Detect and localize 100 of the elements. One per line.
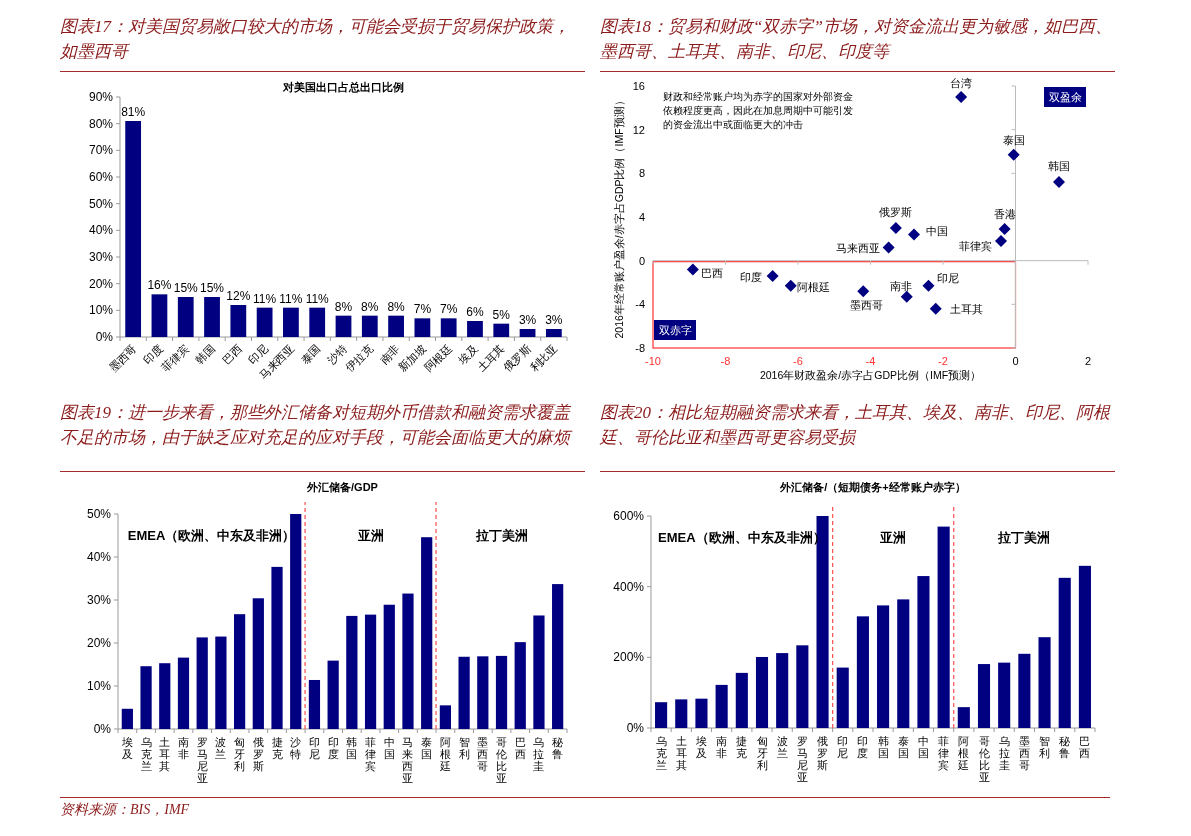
bar	[998, 662, 1011, 728]
x-tick-label: 南非	[716, 735, 728, 759]
bar	[545, 329, 562, 337]
y-tick-label: 400%	[613, 579, 645, 594]
x-tick-label: 秘鲁	[1059, 735, 1071, 759]
x-tick-label: 土耳其	[159, 736, 171, 772]
data-label: 11%	[305, 291, 330, 306]
chart-subtitle: 外汇储备/GDP	[306, 481, 378, 493]
x-tick-label: 罗马尼亚	[796, 735, 808, 783]
x-tick-label: 哥伦比亚	[978, 735, 990, 783]
bar	[439, 705, 452, 729]
bar	[715, 684, 728, 728]
annotation: 亚洲	[879, 530, 907, 545]
bar	[735, 672, 748, 728]
series-label: 墨西哥	[849, 299, 883, 312]
series-label: 泰国	[1002, 133, 1025, 146]
x-tick-label: 墨西哥	[477, 736, 489, 772]
x-tick-label: 韩国	[877, 735, 889, 759]
x-tick-label: 南非	[177, 736, 189, 760]
point	[889, 221, 902, 234]
bar	[836, 667, 849, 728]
x-tick-label: 韩国	[346, 736, 358, 760]
bar	[121, 708, 133, 729]
x-tick-label: 巴西	[1079, 735, 1091, 759]
x-tick-label: 俄罗斯	[252, 736, 264, 772]
data-label: 7%	[440, 302, 458, 317]
y-tick-label: 50%	[88, 196, 114, 211]
chart-title: 图表18：贸易和财政“双赤字”市场，对资金流出更为敏感，如巴西、墨西哥、土耳其、南非、印尼、印度等	[600, 14, 1115, 72]
x-tick-label: 沙特	[290, 736, 302, 760]
x-axis-title: 2016年财政盈余/赤字占GDP比例（IMF预测）	[759, 369, 982, 381]
x-tick-label: 墨西哥	[106, 341, 139, 374]
x-tick-label: 菲律宾	[365, 736, 377, 772]
x-tick-label: 印尼	[308, 736, 320, 760]
x-tick-label: -8	[720, 355, 731, 367]
bar	[796, 645, 809, 728]
y-tick-label: 70%	[88, 143, 114, 158]
annotation: 财政和经常账户均为赤字的国家对外部资金依赖程度更高，因此在加息周期中可能引发的资金流出中或面临更大的冲击	[663, 91, 853, 130]
x-tick-label: 印度	[327, 736, 339, 760]
point	[686, 263, 699, 276]
data-label: 8%	[387, 299, 406, 314]
x-tick-label: 中国	[917, 735, 929, 759]
x-tick-label: 巴西	[514, 736, 526, 760]
bar	[816, 516, 829, 728]
y-tick-label: 12	[632, 123, 645, 136]
bar	[917, 576, 930, 728]
x-tick-label: 阿根廷	[957, 735, 970, 771]
data-label: 3%	[518, 313, 537, 327]
x-tick-label: -4	[865, 355, 876, 367]
point	[922, 279, 935, 292]
series-label: 南非	[889, 279, 912, 292]
y-tick-label: 0%	[626, 721, 645, 735]
bar	[856, 616, 869, 728]
chart-title: 图表19：进一步来看，那些外汇储备对短期外币借款和融资需求覆盖不足的市场，由于缺乏应对充足的应对手段，可能会面临更大的麻烦	[60, 400, 585, 472]
series-label: 韩国	[1048, 160, 1070, 173]
bar	[458, 656, 470, 729]
bar	[1018, 653, 1031, 728]
y-tick-label: 80%	[88, 116, 114, 131]
y-tick-label: 20%	[88, 276, 114, 291]
bar	[552, 584, 564, 729]
bar	[151, 294, 168, 337]
point	[784, 279, 797, 292]
bar	[204, 297, 220, 337]
x-tick-label: -2	[938, 355, 948, 367]
bar	[159, 663, 171, 729]
x-tick-label: 智利	[1039, 735, 1051, 759]
y-tick-label: -4	[635, 298, 645, 311]
x-tick-label: 0	[1012, 355, 1019, 367]
bar	[957, 707, 970, 728]
bar	[1038, 637, 1051, 728]
bar	[230, 305, 247, 337]
x-tick-label: 乌克兰	[655, 735, 667, 771]
bar	[383, 604, 395, 729]
point	[955, 90, 968, 103]
bar	[140, 666, 152, 729]
y-tick-label: 30%	[86, 593, 112, 607]
bar	[755, 656, 769, 728]
x-tick-label: 匈牙利	[756, 735, 768, 771]
bar	[196, 637, 208, 729]
bar	[215, 636, 227, 729]
data-label: 16%	[147, 278, 172, 293]
annotation: 拉丁美洲	[474, 528, 528, 543]
x-tick-label: 秘鲁	[552, 736, 564, 760]
data-label: 81%	[121, 105, 146, 119]
x-tick-label: 埃及	[694, 735, 707, 759]
bar	[897, 599, 910, 728]
x-tick-label: 菲律宾	[938, 735, 950, 771]
annotation: 亚洲	[356, 528, 384, 543]
chart-subtitle: 外汇储备/（短期债务+经常账户赤字）	[779, 481, 966, 494]
x-tick-label: 巴西	[219, 341, 244, 366]
series-label: 俄罗斯	[879, 205, 913, 218]
y-tick-label: 40%	[86, 550, 112, 564]
data-label: 11%	[279, 291, 303, 306]
point	[929, 302, 942, 315]
bar	[514, 642, 526, 729]
bar	[977, 664, 991, 728]
x-tick-label: 墨西哥	[1018, 735, 1030, 771]
chart-subtitle: 对美国出口占总出口比例	[282, 81, 404, 93]
data-label: 7%	[413, 302, 432, 317]
bar	[675, 699, 688, 728]
y-tick-label: 16	[632, 80, 645, 92]
